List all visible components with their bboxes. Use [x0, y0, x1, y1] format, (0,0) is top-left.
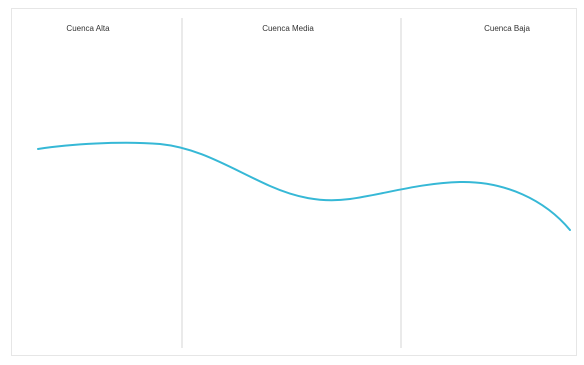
zone-label-baja: Cuenca Baja	[484, 24, 530, 33]
river-profile-line	[37, 141, 571, 231]
zone-label-alta: Cuenca Alta	[66, 24, 110, 33]
diagram-frame	[11, 8, 577, 356]
zone-label-media: Cuenca Media	[262, 24, 314, 33]
